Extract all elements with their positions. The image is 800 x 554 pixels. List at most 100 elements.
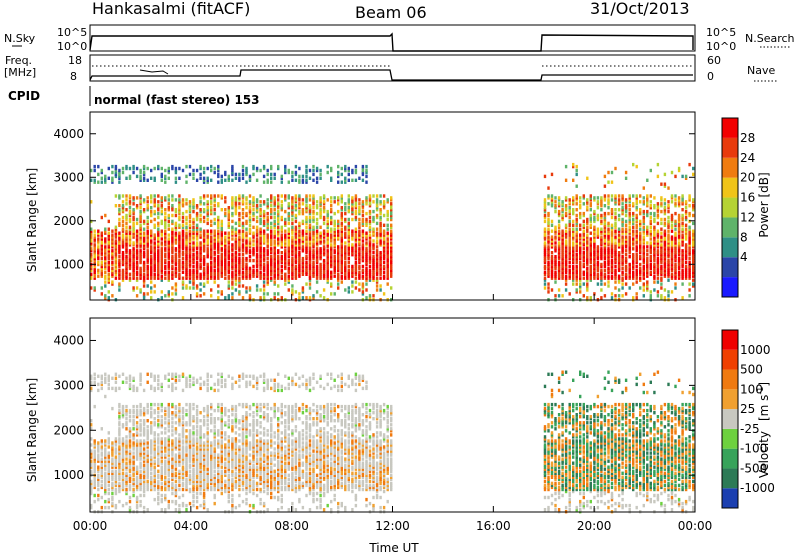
heatmap-cell (104, 465, 107, 469)
heatmap-cell (656, 270, 660, 274)
heatmap-cell (121, 223, 125, 227)
heatmap-cell (660, 276, 663, 280)
heatmap-cell (270, 237, 273, 241)
heatmap-cell (111, 253, 114, 257)
heatmap-cell (610, 180, 614, 184)
heatmap-cell (600, 231, 603, 235)
heatmap-cell (142, 253, 146, 257)
heatmap-cell (238, 213, 241, 218)
heatmap-cell (557, 288, 561, 292)
heatmap-cell (104, 439, 107, 443)
heatmap-cell (677, 243, 681, 247)
heatmap-cell (153, 176, 156, 180)
heatmap-cell (160, 264, 163, 269)
heatmap-cell (610, 233, 614, 237)
heatmap-cell (231, 229, 234, 233)
heatmap-cell (132, 233, 135, 237)
heatmap-cell (358, 253, 361, 257)
heatmap-cell (114, 388, 118, 393)
heatmap-cell (670, 170, 674, 175)
heatmap-cell (579, 204, 582, 208)
heatmap-cell (128, 229, 132, 233)
heatmap-cell (255, 272, 259, 276)
heatmap-cell (653, 213, 656, 218)
heatmap-cell (365, 270, 368, 274)
heatmap-cell (547, 186, 550, 190)
heatmap-cell (195, 229, 199, 233)
heatmap-cell (330, 239, 333, 243)
heatmap-cell (375, 262, 379, 267)
heatmap-cell (280, 229, 283, 233)
heatmap-cell (298, 225, 301, 229)
heatmap-cell (579, 274, 582, 278)
heatmap-cell (206, 266, 209, 271)
heatmap-cell (199, 217, 202, 222)
heatmap-cell (386, 253, 389, 257)
heatmap-cell (142, 264, 146, 269)
heatmap-cell (227, 280, 230, 284)
heatmap-cell (677, 258, 681, 263)
heatmap-cell (301, 221, 305, 226)
heatmap-cell (586, 272, 589, 276)
heatmap-cell (621, 282, 624, 286)
heatmap-cell (164, 196, 167, 200)
heatmap-cell (308, 278, 312, 282)
heatmap-cell (375, 280, 379, 284)
heatmap-cell (375, 235, 379, 239)
heatmap-cell (337, 223, 340, 227)
heatmap-cell (178, 198, 181, 202)
heatmap-cell (557, 266, 561, 271)
heatmap-cell (351, 251, 354, 255)
heatmap-cell (132, 164, 135, 169)
heatmap-cell (213, 217, 216, 222)
heatmap-cell (181, 237, 185, 241)
heatmap-cell (171, 274, 174, 278)
heatmap-cell (649, 294, 652, 298)
heatmap-cell (255, 253, 259, 257)
heatmap-cell (575, 258, 578, 263)
heatmap-cell (340, 231, 343, 235)
heatmap-cell (386, 241, 389, 245)
heatmap-cell (231, 172, 234, 177)
heatmap-cell (642, 237, 645, 241)
heatmap-cell (632, 211, 635, 216)
heatmap-cell (125, 475, 128, 479)
heatmap-cell (291, 170, 294, 175)
heatmap-cell (118, 461, 121, 465)
heatmap-cell (617, 278, 621, 282)
heatmap-cell (586, 219, 589, 224)
heatmap-cell (164, 198, 167, 202)
heatmap-cell (628, 247, 631, 251)
heatmap-cell (121, 227, 125, 231)
heatmap-cell (674, 247, 677, 251)
heatmap-cell (557, 235, 561, 239)
heatmap-cell (684, 217, 688, 222)
heatmap-cell (178, 202, 181, 206)
heatmap-cell (305, 194, 308, 198)
heatmap-cell (181, 280, 185, 284)
heatmap-cell (114, 225, 118, 229)
heatmap-cell (164, 255, 167, 259)
heatmap-cell (365, 247, 368, 251)
heatmap-cell (90, 178, 93, 182)
heatmap-cell (100, 445, 103, 449)
heatmap-cell (361, 253, 365, 257)
heatmap-cell (199, 294, 202, 298)
heatmap-cell (642, 258, 645, 263)
heatmap-cell (114, 239, 118, 243)
heatmap-cell (259, 272, 262, 276)
heatmap-cell (586, 282, 589, 286)
heatmap-cell (547, 245, 550, 249)
heatmap-cell (308, 198, 312, 202)
heatmap-cell (160, 204, 163, 208)
heatmap-cell (614, 276, 617, 280)
heatmap-cell (681, 239, 684, 243)
heatmap-cell (681, 233, 684, 237)
heatmap-cell (291, 258, 294, 263)
heatmap-cell (319, 247, 322, 251)
heatmap-cell (326, 272, 329, 276)
heatmap-cell (344, 249, 347, 253)
heatmap-cell (125, 247, 128, 251)
heatmap-cell (361, 172, 365, 177)
heatmap-cell (97, 388, 100, 393)
